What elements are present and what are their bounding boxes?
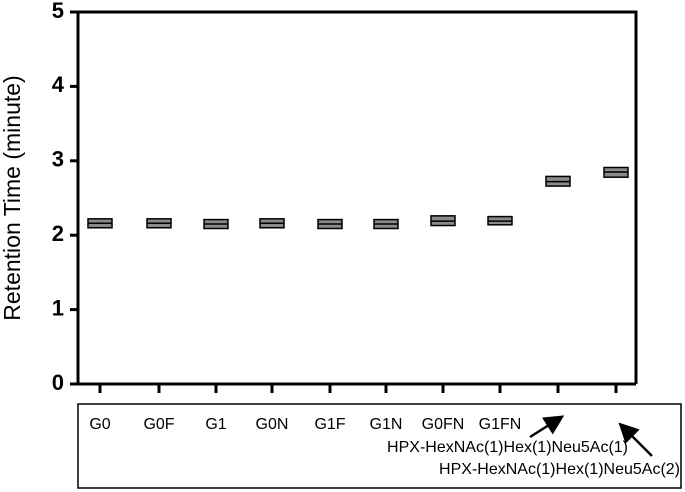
y-tick-label: 1 — [52, 295, 64, 320]
y-tick-label: 4 — [52, 72, 65, 97]
x-tick-label: G1F — [314, 416, 345, 433]
x-tick-label: G1 — [205, 416, 226, 433]
y-tick-label: 0 — [52, 370, 64, 395]
x-tick-label: G0FN — [422, 416, 465, 433]
y-tick-label: 2 — [52, 221, 64, 246]
x-tick-label: HPX-HexNAc(1)Hex(1)Neu5Ac(2) — [439, 461, 680, 478]
x-tick-label: G1N — [370, 416, 403, 433]
y-tick-label: 3 — [52, 147, 64, 172]
arrow — [618, 422, 653, 457]
y-axis-label: Retention Time (minute) — [0, 75, 25, 320]
label-box — [77, 403, 682, 489]
arrow — [529, 415, 565, 439]
x-tick-label: G0F — [143, 416, 174, 433]
y-tick-label: 5 — [52, 0, 64, 23]
x-tick-label: G0 — [89, 416, 110, 433]
x-tick-label: G1FN — [479, 416, 522, 433]
x-tick-label: HPX-HexNAc(1)Hex(1)Neu5Ac(1) — [387, 439, 628, 456]
x-tick-label: G0N — [256, 416, 289, 433]
